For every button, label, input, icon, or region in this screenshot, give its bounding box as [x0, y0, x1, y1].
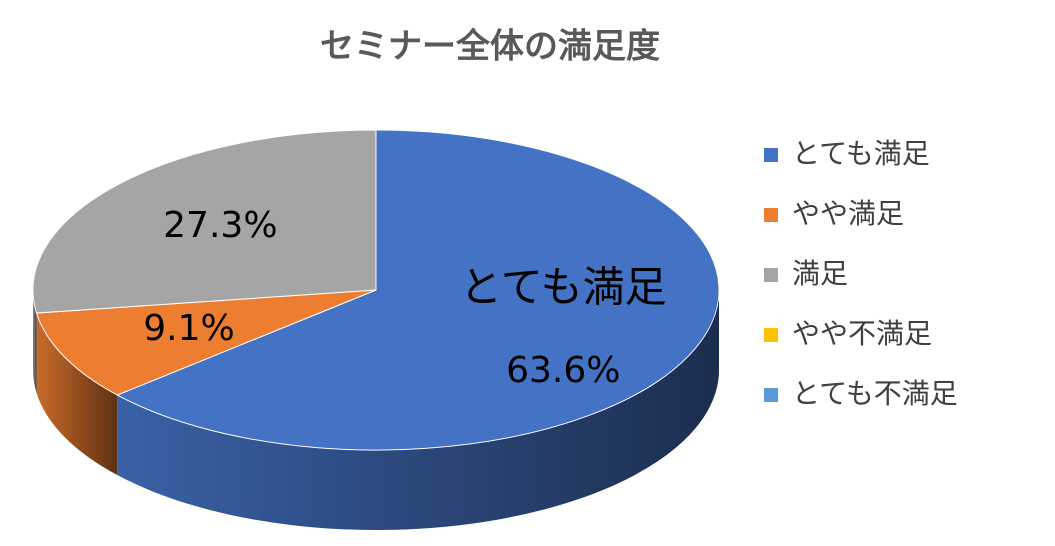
pie-slice: [35, 289, 377, 396]
legend-label: とても不満足: [792, 377, 958, 410]
legend-label: やや満足: [792, 197, 904, 230]
legend-label: とても満足: [792, 137, 930, 170]
legend-swatch: [764, 388, 778, 402]
pie-side-shade: [33, 290, 37, 394]
legend-label: やや不満足: [792, 317, 932, 350]
legend-swatch: [764, 328, 778, 342]
pie-slice: [32, 129, 377, 314]
pie-slice: [116, 129, 720, 451]
data-label: 9.1%: [143, 308, 234, 349]
data-label: 63.6%: [506, 350, 620, 391]
data-label-category: とても満足: [460, 262, 667, 311]
legend-label: 満足: [792, 257, 848, 290]
legend-swatch: [764, 208, 778, 222]
pie-side-shade: [36, 313, 118, 476]
legend-swatch: [764, 148, 778, 162]
pie-side-shade: [117, 290, 720, 530]
legend-swatch: [764, 268, 778, 282]
data-label: 27.3%: [163, 205, 277, 246]
chart-title: セミナー全体の満足度: [320, 27, 660, 67]
